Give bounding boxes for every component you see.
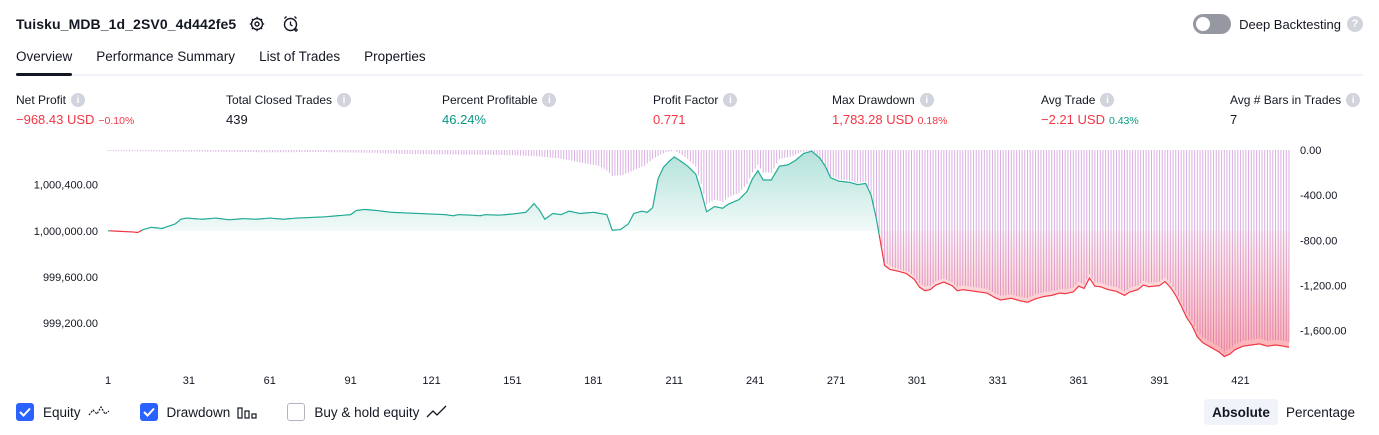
drawdown-checkbox[interactable] [139, 403, 158, 421]
info-icon[interactable]: i [1346, 93, 1361, 107]
info-icon[interactable]: i [542, 93, 557, 107]
x-axis-tick: 181 [584, 375, 602, 387]
metric-value: −2.21 USD [1041, 112, 1105, 127]
add-alert-icon[interactable] [280, 13, 302, 35]
x-axis-tick: 361 [1070, 375, 1088, 387]
strategy-name: Tuisku_MDB_1d_2SV0_4d442fe5 [16, 16, 237, 32]
metric-label: Percent Profitable [442, 93, 538, 107]
info-icon[interactable]: i [723, 93, 738, 107]
equity-area [107, 150, 1290, 358]
right-axis-tick: -1,600.00 [1300, 326, 1346, 338]
help-icon[interactable]: ? [1347, 16, 1363, 32]
left-axis-tick: 1,000,400.00 [34, 180, 98, 192]
metric-label: Avg # Bars in Trades [1230, 93, 1342, 107]
left-axis-tick: 999,200.00 [43, 318, 98, 330]
metric-value: 7 [1230, 112, 1238, 127]
metric-percent: −0.10% [98, 115, 135, 127]
info-icon[interactable]: i [337, 93, 352, 107]
equity-toggle[interactable]: Equity [16, 403, 110, 421]
x-axis-tick: 61 [264, 375, 276, 387]
x-axis-tick: 331 [989, 375, 1007, 387]
metric-label: Total Closed Trades [226, 93, 333, 107]
deep-backtesting-toggle[interactable] [1193, 14, 1232, 34]
deep-backtesting-control: Deep Backtesting ? [1193, 12, 1363, 36]
metric-total-closed-trades: Total Closed Trades i 439 [226, 93, 352, 127]
metric-label: Max Drawdown [832, 93, 915, 107]
drawdown-toggle[interactable]: Drawdown [139, 403, 258, 421]
x-axis-tick: 211 [665, 375, 683, 387]
right-axis-tick: -400.00 [1300, 190, 1337, 202]
left-price-axis: 1,000,400.00 1,000,000.00 999,600.00 999,20… [34, 180, 98, 330]
settings-icon[interactable] [246, 13, 268, 35]
right-axis-tick: -1,200.00 [1300, 280, 1346, 292]
x-axis-tick: 1 [105, 375, 111, 387]
equity-line-icon [88, 405, 110, 419]
equity-line [878, 234, 1290, 358]
equity-checkbox[interactable] [16, 403, 34, 421]
buy-hold-checkbox[interactable] [287, 403, 306, 421]
metric-percent-profitable: Percent Profitable i 46.24% [442, 93, 557, 127]
tab-overview[interactable]: Overview [16, 46, 73, 76]
left-axis-tick: 999,600.00 [43, 272, 98, 284]
x-axis-tick: 241 [746, 375, 764, 387]
chart-legend: Equity Drawdown Buy & hold equity Absolu… [16, 399, 1363, 425]
scale-toggle: Absolute Percentage [1204, 399, 1363, 425]
x-axis-tick: 421 [1231, 375, 1249, 387]
right-axis-tick: -800.00 [1300, 235, 1337, 247]
metric-net-profit: Net Profit i −968.43 USD −0.10% [16, 93, 134, 127]
x-axis-tick: 121 [422, 375, 440, 387]
drawdown-label: Drawdown [166, 404, 231, 420]
percentage-button[interactable]: Percentage [1285, 404, 1355, 420]
metric-value: 439 [226, 112, 248, 127]
equity-line [109, 229, 142, 234]
absolute-button[interactable]: Absolute [1204, 399, 1278, 425]
header-bar: Tuisku_MDB_1d_2SV0_4d442fe5 Deep Backtes… [16, 12, 1363, 36]
report-tabs: Overview Performance Summary List of Tra… [16, 46, 1363, 76]
trend-line-icon [426, 405, 448, 419]
metric-label: Profit Factor [653, 93, 719, 107]
metric-label: Avg Trade [1041, 93, 1096, 107]
equity-profit-area [108, 151, 1289, 231]
right-axis-tick: 0.00 [1300, 145, 1321, 157]
metric-avg-bars-in-trades: Avg # Bars in Trades i 7 [1230, 93, 1361, 127]
x-axis-tick: 31 [183, 375, 195, 387]
trade-number-axis: 1 31 61 91 121 151 181 211 241 271 301 331 361 391 421 [105, 375, 1250, 387]
x-axis-tick: 391 [1150, 375, 1168, 387]
metric-value: 0.771 [653, 112, 686, 127]
deep-backtesting-label: Deep Backtesting [1239, 16, 1341, 32]
equity-chart[interactable]: 1,000,400.00 1,000,000.00 999,600.00 999,20… [0, 140, 1379, 390]
metric-value: 46.24% [442, 112, 487, 127]
buy-hold-toggle[interactable]: Buy & hold equity [287, 403, 448, 421]
metric-value: 1,783.28 USD [832, 112, 914, 127]
x-axis-tick: 91 [345, 375, 357, 387]
tab-properties[interactable]: Properties [364, 49, 426, 64]
x-axis-tick: 151 [503, 375, 521, 387]
metric-percent: 0.43% [1108, 115, 1139, 127]
tab-list-of-trades[interactable]: List of Trades [259, 49, 341, 64]
equity-line [141, 150, 880, 235]
x-axis-tick: 271 [827, 375, 845, 387]
metric-max-drawdown: Max Drawdown i 1,783.28 USD 0.18% [832, 93, 947, 127]
metric-avg-trade: Avg Trade i −2.21 USD 0.43% [1041, 93, 1139, 127]
metric-profit-factor: Profit Factor i 0.771 [653, 93, 738, 127]
metric-label: Net Profit [16, 93, 67, 107]
info-icon[interactable]: i [919, 93, 934, 107]
equity-label: Equity [43, 404, 81, 420]
info-icon[interactable]: i [71, 93, 86, 107]
metric-percent: 0.18% [917, 115, 948, 127]
metric-value: −968.43 USD [16, 112, 95, 127]
right-drawdown-axis: 0.00 -400.00 -800.00 -1,200.00 -1,600.00 [1300, 145, 1346, 338]
x-axis-tick: 301 [908, 375, 926, 387]
equity-loss-area [108, 230, 1289, 357]
buy-hold-label: Buy & hold equity [314, 404, 420, 420]
tab-performance-summary[interactable]: Performance Summary [96, 49, 236, 64]
equity-chart-svg: 1,000,400.00 1,000,000.00 999,600.00 999,20… [34, 145, 1347, 387]
bar-chart-icon [237, 405, 257, 419]
left-axis-tick: 1,000,000.00 [34, 226, 98, 238]
info-icon[interactable]: i [1100, 93, 1115, 107]
